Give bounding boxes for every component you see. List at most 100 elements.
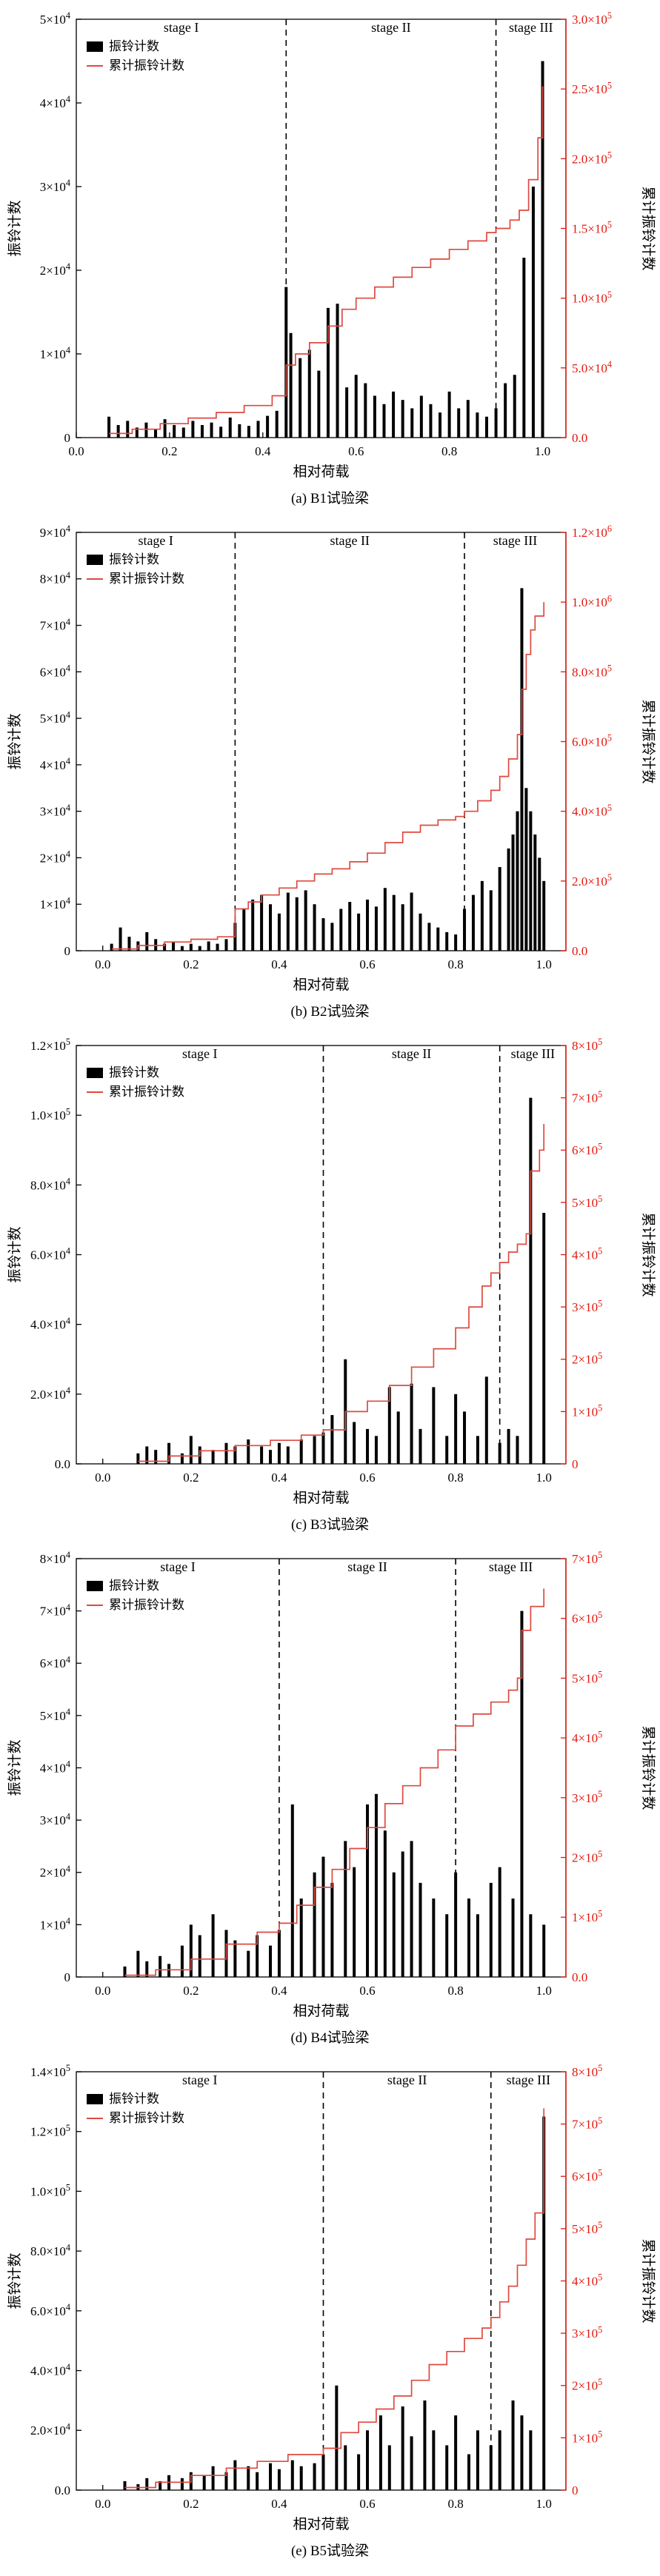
x-axis-tick-label: 1.0 [535, 444, 550, 458]
left-axis-tick-label: 1×104 [40, 345, 70, 361]
legend-bar-label: 振铃计数 [109, 2092, 159, 2106]
right-axis-tick-label: 0.0 [572, 1970, 587, 1984]
x-axis-tick-label: 0.6 [359, 2497, 375, 2511]
left-axis-tick-label: 5×104 [40, 10, 70, 27]
right-axis-tick-label: 6.0×105 [572, 733, 612, 749]
right-axis-tick-label: 1×105 [572, 1403, 602, 1419]
left-axis-tick-label: 2.0×104 [30, 1385, 70, 1402]
x-axis-tick-label: 0.0 [95, 2497, 110, 2511]
right-axis-tick-label: 5.0×104 [572, 359, 612, 375]
right-axis-tick-label: 5×105 [572, 1670, 602, 1686]
right-axis-title: 累计振铃计数 [640, 186, 656, 270]
cumulative-line [138, 1123, 545, 1462]
stage-label: stage II [392, 1046, 431, 1061]
x-axis-tick-label: 1.0 [536, 957, 552, 971]
right-axis-tick-label: 6×105 [572, 1141, 602, 1157]
left-axis-tick-label: 1.0×105 [30, 1106, 70, 1123]
chart-b1-plot: 0 1×104 2×104 3×104 4×104 5×104 0.0 5.0×104 1.0×… [0, 3, 660, 488]
chart-svg: 0 1×104 2×104 3×104 4×104 5×104 6×104 7×104 8×10… [7, 1550, 656, 2019]
chart-b2-caption: (b) B2试验梁 [290, 1004, 370, 1020]
left-axis-tick-label: 4×104 [40, 1759, 70, 1776]
left-axis-tick-label: 1.2×105 [30, 2123, 70, 2139]
right-axis-tick-label: 2×105 [572, 1849, 602, 1865]
x-axis-title: 相对荷载 [293, 2003, 349, 2019]
stage-label: stage III [489, 1559, 533, 1574]
legend-line-label: 累计振铃计数 [109, 1598, 184, 1612]
left-axis-tick-label: 1×104 [40, 895, 70, 911]
legend-bar-label: 振铃计数 [109, 39, 159, 53]
ring-count-bars [123, 1610, 546, 1977]
right-axis-tick-label: 6×105 [572, 2167, 602, 2184]
right-axis-tick-label: 4.0×105 [572, 803, 612, 819]
x-axis-tick-label: 0.8 [448, 957, 464, 971]
right-axis-tick-label: 3.0×105 [572, 10, 612, 27]
left-axis-tick-label: 9×104 [40, 523, 70, 540]
right-axis-tick-label: 2.5×105 [572, 80, 612, 96]
left-axis-tick-label: 2×104 [40, 261, 70, 278]
x-axis-tick-label: 0.2 [183, 957, 199, 971]
x-axis-title: 相对荷载 [293, 464, 349, 480]
left-axis-tick-label: 7×104 [40, 617, 70, 633]
left-axis-tick-label: 8×104 [40, 570, 70, 586]
left-axis-tick-label: 6×104 [40, 1654, 70, 1670]
left-axis-title: 振铃计数 [7, 1739, 23, 1796]
left-axis-tick-label: 0.0 [55, 1457, 70, 1471]
x-axis-tick-label: 0.0 [95, 957, 110, 971]
left-axis-tick-label: 3×104 [40, 1811, 70, 1827]
x-axis-tick-label: 0.8 [448, 2497, 464, 2511]
chart-b5-plot: 0.0 2.0×104 4.0×104 6.0×104 8.0×104 1.0×105 1.… [0, 2055, 660, 2540]
chart-b1-figure: 0 1×104 2×104 3×104 4×104 5×104 0.0 5.0×104 1.0×… [0, 3, 660, 516]
right-axis-title: 累计振铃计数 [640, 699, 656, 783]
plot-border [76, 2071, 567, 2491]
left-axis-tick-label: 4.0×104 [30, 2362, 70, 2378]
right-axis-tick-label: 6×105 [572, 1610, 602, 1626]
chart-b1-caption: (a) B1试验梁 [290, 491, 369, 506]
legend-line-label: 累计振铃计数 [109, 58, 184, 73]
x-axis-tick-label: 0.2 [161, 444, 177, 458]
legend-bar-label: 振铃计数 [109, 1579, 159, 1593]
legend-bar-swatch [87, 555, 103, 565]
legend-line-label: 累计振铃计数 [109, 1085, 184, 1099]
chart-b3-plot: 0.0 2.0×104 4.0×104 6.0×104 8.0×104 1.0×105 1.… [0, 1029, 660, 1514]
ring-count-bars [110, 588, 546, 951]
plot-border [76, 19, 567, 438]
right-axis-tick-label: 5×105 [572, 1194, 602, 1210]
chart-svg: 0 1×104 2×104 3×104 4×104 5×104 6×104 7×104 8×10… [7, 523, 656, 993]
x-axis-title: 相对荷载 [293, 977, 349, 993]
stage-label: stage I [164, 20, 199, 35]
left-axis-title: 振铃计数 [7, 2252, 23, 2309]
chart-b4-plot: 0 1×104 2×104 3×104 4×104 5×104 6×104 7×104 8×10… [0, 1542, 660, 2027]
legend-bar-swatch [87, 2094, 103, 2104]
stage-label: stage III [509, 20, 553, 35]
left-axis-tick-label: 7×104 [40, 1602, 70, 1619]
left-axis-tick-label: 3×104 [40, 178, 70, 194]
right-axis-tick-label: 3×105 [572, 2324, 602, 2341]
right-axis-tick-label: 2×105 [572, 1351, 602, 1367]
x-axis-tick-label: 0.6 [359, 1471, 375, 1485]
ring-count-bars [136, 1097, 546, 1464]
right-axis-tick-label: 8×105 [572, 2063, 602, 2079]
left-axis-tick-label: 8×104 [40, 1550, 70, 1566]
ring-count-bars [107, 61, 544, 438]
left-axis-tick-label: 1.0×105 [30, 2183, 70, 2199]
chart-b4-caption: (d) B4试验梁 [290, 2030, 370, 2046]
right-axis-title: 累计振铃计数 [640, 1212, 656, 1297]
ring-count-bars [123, 2116, 546, 2490]
legend-line-label: 累计振铃计数 [109, 2111, 184, 2125]
right-axis-tick-label: 2.0×105 [572, 872, 612, 889]
x-axis-tick-label: 1.0 [536, 2497, 552, 2511]
left-axis-tick-label: 5×104 [40, 1707, 70, 1723]
stage-label: stage II [347, 1559, 387, 1574]
right-axis-tick-label: 5×105 [572, 2220, 602, 2236]
legend-bar-swatch [87, 1581, 103, 1591]
left-axis-tick-label: 6.0×104 [30, 1246, 70, 1262]
left-axis-tick-label: 4×104 [40, 94, 70, 110]
x-axis-tick-label: 0.4 [271, 2497, 287, 2511]
x-axis-tick-label: 0.2 [183, 1471, 199, 1485]
x-axis-tick-label: 0.0 [68, 444, 84, 458]
